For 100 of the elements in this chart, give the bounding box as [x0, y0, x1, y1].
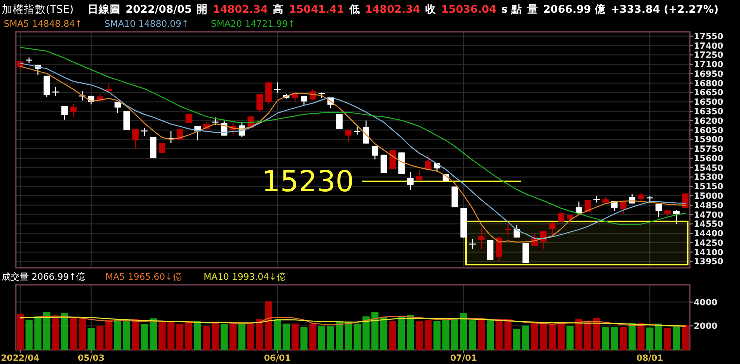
candlestick: [425, 154, 432, 170]
candlestick: [674, 210, 680, 225]
candlestick: [372, 146, 378, 160]
candlestick: [478, 228, 485, 250]
candlestick: [390, 150, 396, 170]
bar: [655, 324, 663, 350]
bar: [673, 326, 680, 350]
bar: [416, 321, 424, 350]
bar: [185, 321, 192, 350]
bar: [292, 324, 299, 350]
text: SMA20 14721.99↑: [211, 20, 296, 30]
bar: [16, 314, 24, 350]
bar: [318, 326, 326, 350]
y-tick-label: 14250: [694, 238, 724, 249]
text: 15041.41: [289, 4, 344, 16]
bar: [638, 323, 645, 350]
bar: [664, 328, 672, 350]
candlestick: [266, 82, 272, 104]
y-tick-label: 16950: [694, 70, 724, 80]
y-tick-label: 15150: [694, 182, 724, 193]
text: MA10 1993.04↓億: [204, 272, 286, 283]
text: MA5 1965.60↓億: [106, 272, 182, 283]
bar: [451, 318, 459, 350]
bar: [141, 324, 148, 350]
candlestick: [274, 82, 281, 94]
candlestick: [70, 103, 77, 118]
chart-subtitle: 日線圖: [88, 3, 121, 16]
y-tick-label: 4000: [694, 298, 718, 308]
bar: [576, 318, 583, 350]
bar: [274, 319, 282, 350]
bar: [389, 321, 396, 350]
text: 量: [526, 4, 538, 16]
chart-title: 成交量 2066.99↑億: [2, 272, 86, 283]
candlestick: [470, 238, 476, 250]
candlestick: [159, 142, 166, 154]
bar: [43, 312, 51, 350]
text: s 點: [502, 3, 522, 16]
bar: [345, 322, 352, 350]
candlestick: [656, 204, 662, 218]
candlestick: [124, 110, 130, 131]
x-tick-label: 05/03: [78, 354, 105, 364]
x-tick-label: 06/01: [264, 354, 292, 364]
text: 2066.99 億: [544, 3, 607, 16]
bar: [150, 318, 158, 350]
candlestick: [132, 128, 139, 150]
text: 收: [425, 4, 438, 16]
candlestick: [549, 222, 556, 236]
bar: [300, 327, 308, 350]
bar: [70, 318, 78, 350]
text: 高: [273, 3, 284, 16]
bar: [282, 324, 290, 350]
y-tick-label: 15750: [694, 145, 724, 156]
bar: [558, 322, 565, 350]
y-tick-label: 17100: [694, 60, 724, 71]
candlestick: [256, 94, 264, 112]
bar: [620, 327, 628, 350]
y-tick-label: 2000: [694, 322, 718, 332]
bar: [238, 323, 246, 350]
bar: [123, 320, 130, 350]
bar: [646, 328, 654, 350]
bar: [566, 326, 574, 350]
text: 14802.34: [213, 4, 268, 16]
candlestick: [62, 106, 68, 120]
bar: [176, 324, 184, 350]
bar: [310, 324, 317, 350]
bar: [522, 326, 530, 350]
y-tick-label: 14700: [694, 210, 724, 221]
y-tick-label: 16350: [694, 108, 724, 118]
candlestick: [363, 120, 370, 144]
y-tick-label: 14100: [694, 248, 724, 258]
y-tick-label: 15900: [694, 136, 724, 146]
candlestick: [514, 224, 520, 238]
line-series: [20, 47, 686, 226]
y-tick-label: 15450: [694, 164, 724, 174]
chart-title: 加權指數(TSE): [2, 3, 74, 16]
bar: [230, 323, 237, 350]
bar: [478, 318, 486, 350]
bar: [628, 323, 636, 350]
candlestick: [522, 242, 530, 264]
bar: [682, 325, 690, 350]
y-tick-label: 16500: [694, 98, 724, 108]
text: 開: [197, 4, 208, 16]
y-tick-label: 13950: [694, 258, 724, 268]
ref-line-label: 15230: [262, 164, 354, 199]
y-tick-label: 14850: [694, 201, 724, 212]
bar: [220, 324, 228, 350]
bar: [203, 326, 210, 350]
y-tick-label: 17250: [694, 51, 724, 62]
y-tick-label: 16650: [694, 88, 724, 99]
y-tick-label: 17550: [694, 32, 724, 42]
bar: [78, 318, 86, 350]
candlestick: [310, 89, 316, 100]
y-tick-label: 14550: [694, 220, 724, 230]
bar: [132, 319, 140, 350]
bar: [514, 329, 521, 350]
text: +333.84 (+2.27%): [610, 4, 719, 16]
bar: [584, 321, 592, 350]
y-tick-label: 16050: [694, 126, 724, 136]
candlestick: [44, 75, 50, 98]
y-tick-label: 16200: [694, 116, 724, 127]
